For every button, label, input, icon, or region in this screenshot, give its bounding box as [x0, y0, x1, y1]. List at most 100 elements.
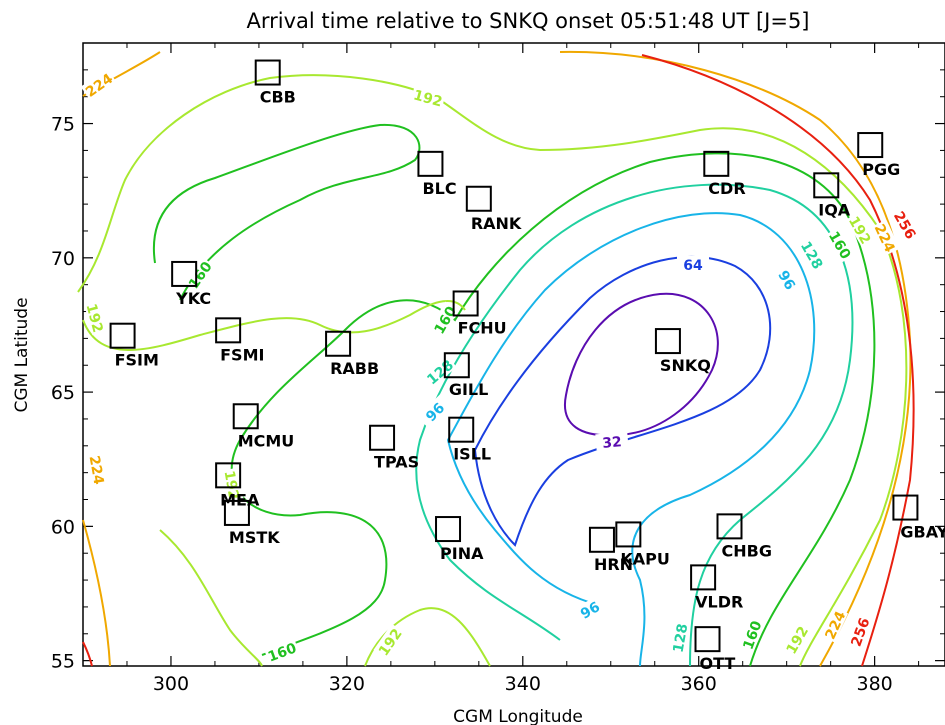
station-label-ott: OTT	[700, 654, 736, 673]
contour-label-bg	[820, 606, 849, 643]
station-marker-gill	[443, 352, 470, 379]
station-marker-mstk	[223, 499, 250, 526]
station-label-rank: RANK	[471, 214, 522, 233]
station-marker-chbg	[716, 513, 743, 540]
station-marker-vldr	[690, 564, 717, 591]
y-tick-label: 60	[51, 516, 75, 538]
contour-label-192: 192	[412, 87, 444, 110]
x-tick-label: 300	[153, 673, 189, 695]
station-marker-hrn	[588, 526, 615, 553]
contour-label-bg	[421, 354, 457, 388]
contour-192	[77, 74, 908, 667]
contour-label-bg	[781, 621, 812, 658]
contour-256	[82, 641, 93, 667]
contour-label-64: 64	[683, 258, 703, 274]
station-marker-fchu	[452, 290, 479, 317]
y-axis-label: CGM Latitude	[12, 297, 32, 412]
contour-label-bg	[846, 613, 873, 650]
station-marker-rank	[465, 185, 492, 212]
contour-label-224: 224	[86, 454, 107, 486]
station-label-gill: GILL	[449, 380, 488, 399]
station-label-fsim: FSIM	[115, 351, 159, 370]
contour-label-bg	[677, 256, 709, 272]
contour-32	[563, 292, 719, 437]
contour-192	[159, 529, 263, 667]
station-marker-ykc	[171, 260, 198, 287]
contour-label-bg	[417, 394, 452, 429]
x-tick-label: 380	[856, 673, 892, 695]
station-marker-kapu	[615, 521, 642, 548]
contour-label-bg	[87, 452, 109, 487]
station-marker-mea	[215, 462, 242, 489]
contour-label-bg	[222, 467, 244, 502]
contour-192	[82, 299, 466, 351]
contour-224	[82, 519, 111, 667]
station-label-kapu: KAPU	[620, 549, 670, 568]
station-label-hrn: HRN	[594, 555, 633, 574]
station-marker-iqa	[813, 172, 840, 199]
contour-192	[364, 607, 491, 667]
station-label-blc: BLC	[422, 179, 456, 198]
contour-256	[641, 54, 915, 667]
station-marker-snkq	[654, 328, 681, 355]
station-label-tpas: TPAS	[374, 453, 419, 472]
station-marker-fsim	[109, 322, 136, 349]
station-marker-pina	[435, 516, 462, 543]
x-tick-label: 360	[681, 673, 717, 695]
contour-lines	[77, 50, 915, 667]
contour-label-bg	[890, 206, 921, 243]
contour-label-bg	[825, 226, 856, 263]
station-label-rabb: RABB	[330, 359, 379, 378]
contour-label-192: 192	[83, 302, 106, 334]
contour-160	[152, 123, 421, 301]
station-label-vldr: VLDR	[695, 592, 743, 611]
station-marker-blc	[417, 150, 444, 177]
station-marker-tpas	[369, 424, 396, 451]
contour-64	[473, 255, 772, 547]
contour-label-bg	[571, 594, 608, 625]
station-marker-pgg	[857, 132, 884, 159]
contour-label-bg	[183, 256, 215, 293]
station-marker-isll	[448, 416, 475, 443]
chart-title: Arrival time relative to SNKQ onset 05:5…	[246, 9, 809, 33]
station-label-chbg: CHBG	[722, 541, 772, 560]
contour-label-bg	[772, 261, 803, 298]
y-tick-label: 70	[51, 248, 75, 270]
station-label-mstk: MSTK	[229, 528, 280, 547]
contour-label-bg	[738, 616, 765, 653]
station-label-cbb: CBB	[260, 88, 296, 107]
contour-label-bg	[668, 620, 690, 655]
contour-label-bg	[429, 301, 460, 338]
station-label-ykc: YKC	[175, 289, 211, 308]
station-label-snkq: SNKQ	[660, 356, 711, 375]
contour-128	[415, 183, 854, 667]
station-marker-gbay	[892, 494, 919, 521]
contour-label-bg	[871, 219, 900, 256]
contour-160	[230, 152, 876, 667]
contour-label-160: 160	[266, 640, 299, 665]
station-label-gbay: GBAY	[900, 523, 945, 542]
plot-area: 300 320 340 360 3805560657075326496969612812…	[51, 42, 945, 695]
station-label-mcmu: MCMU	[238, 431, 295, 450]
y-tick-label: 65	[51, 382, 75, 404]
plot-frame	[82, 42, 945, 667]
station-marker-fsmi	[215, 317, 242, 344]
contour-label-bg	[263, 638, 300, 665]
contour-label-bg	[797, 236, 828, 273]
station-label-pina: PINA	[440, 544, 484, 563]
station-marker-ott	[694, 626, 721, 653]
y-tick-label: 55	[51, 651, 75, 673]
y-tick-label: 75	[51, 114, 75, 136]
station-label-iqa: IQA	[818, 200, 851, 219]
x-tick-label: 340	[505, 673, 541, 695]
x-tick-label: 320	[329, 673, 365, 695]
station-label-fchu: FCHU	[458, 318, 507, 337]
x-axis-label: CGM Longitude	[453, 707, 583, 725]
station-label-pgg: PGG	[862, 160, 900, 179]
contour-label-bg	[84, 300, 108, 336]
station-label-mea: MEA	[220, 490, 260, 509]
station-marker-cdr	[703, 150, 730, 177]
contour-label-192: 192	[221, 469, 242, 501]
contour-label-bg	[80, 68, 117, 100]
